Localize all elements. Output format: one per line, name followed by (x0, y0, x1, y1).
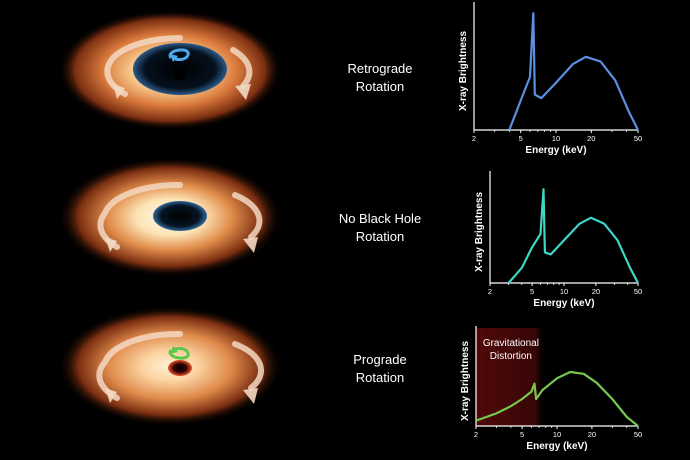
x-tick-label: 50 (634, 287, 642, 296)
panel-retrograde: Retrograde Rotation 2 5 10 20 50 Energy (keV)… (0, 0, 690, 156)
x-tick-label: 20 (592, 287, 600, 296)
annotation-line2: Distortion (490, 351, 532, 362)
panel-prograde: Prograde Rotation Gravitational Distortio… (0, 306, 690, 459)
chart-svg: 2 5 10 20 50 Energy (keV) X-ray Brightness (474, 171, 642, 309)
annotation-line1: Gravitational (483, 338, 539, 349)
x-tick-label: 2 (472, 134, 476, 143)
gravitational-distortion-region (476, 328, 546, 426)
spectrum-chart-prograde: Gravitational Distortion 2 5 10 20 50 Energy (k… (448, 306, 648, 459)
x-axis-label: Energy (keV) (526, 441, 587, 452)
x-tick-label: 20 (587, 134, 595, 143)
disk-illustration (58, 306, 282, 426)
x-tick-label: 10 (553, 430, 561, 439)
y-axis-label: X-ray Brightness (474, 192, 485, 272)
accretion-disk-prograde (55, 306, 285, 459)
x-axis-label: Energy (keV) (533, 298, 594, 309)
spectrum-chart-retrograde: 2 5 10 20 50 Energy (keV) X-ray Brightness (448, 0, 648, 156)
spectrum-line (475, 370, 639, 427)
spectrum-chart-no-rotation: 2 5 10 20 50 Energy (keV) X-ray Brightness (448, 153, 648, 309)
x-tick-label: 10 (560, 287, 568, 296)
label-line1: Retrograde (347, 61, 413, 76)
spectrum-line (507, 188, 639, 284)
disk-illustration (58, 157, 282, 277)
accretion-disk-retrograde (55, 0, 285, 153)
x-tick-label: 2 (488, 287, 492, 296)
x-tick-label: 5 (520, 430, 524, 439)
x-tick-label: 50 (634, 430, 642, 439)
label-line2: Rotation (355, 229, 405, 244)
x-tick-label: 5 (530, 287, 534, 296)
y-axis-label: X-ray Brightness (458, 31, 469, 111)
x-tick-label: 2 (474, 430, 478, 439)
x-axis-label: Energy (keV) (525, 145, 586, 156)
x-tick-label: 5 (519, 134, 523, 143)
x-tick-label: 50 (634, 134, 642, 143)
panel-label: No Black Hole Rotation (310, 210, 450, 246)
label-line2: Rotation (355, 79, 405, 94)
spectrum-line (508, 12, 639, 131)
y-axis-label: X-ray Brightness (460, 341, 471, 421)
panel-no-rotation: No Black Hole Rotation 2 5 10 20 50 Energy (k… (0, 153, 690, 309)
label-line1: Prograde (353, 352, 407, 367)
label-line1: No Black Hole (338, 211, 422, 226)
label-line2: Rotation (355, 370, 405, 385)
panel-label: Prograde Rotation (310, 351, 450, 387)
x-tick-label: 10 (552, 134, 560, 143)
x-tick-label: 20 (588, 430, 596, 439)
disk-illustration (58, 10, 282, 130)
accretion-disk-no-rotation (55, 153, 285, 306)
chart-svg: Gravitational Distortion 2 5 10 20 50 Energy (k… (460, 326, 642, 452)
panel-label: Retrograde Rotation (310, 60, 450, 96)
chart-svg: 2 5 10 20 50 Energy (keV) X-ray Brightness (458, 2, 642, 156)
